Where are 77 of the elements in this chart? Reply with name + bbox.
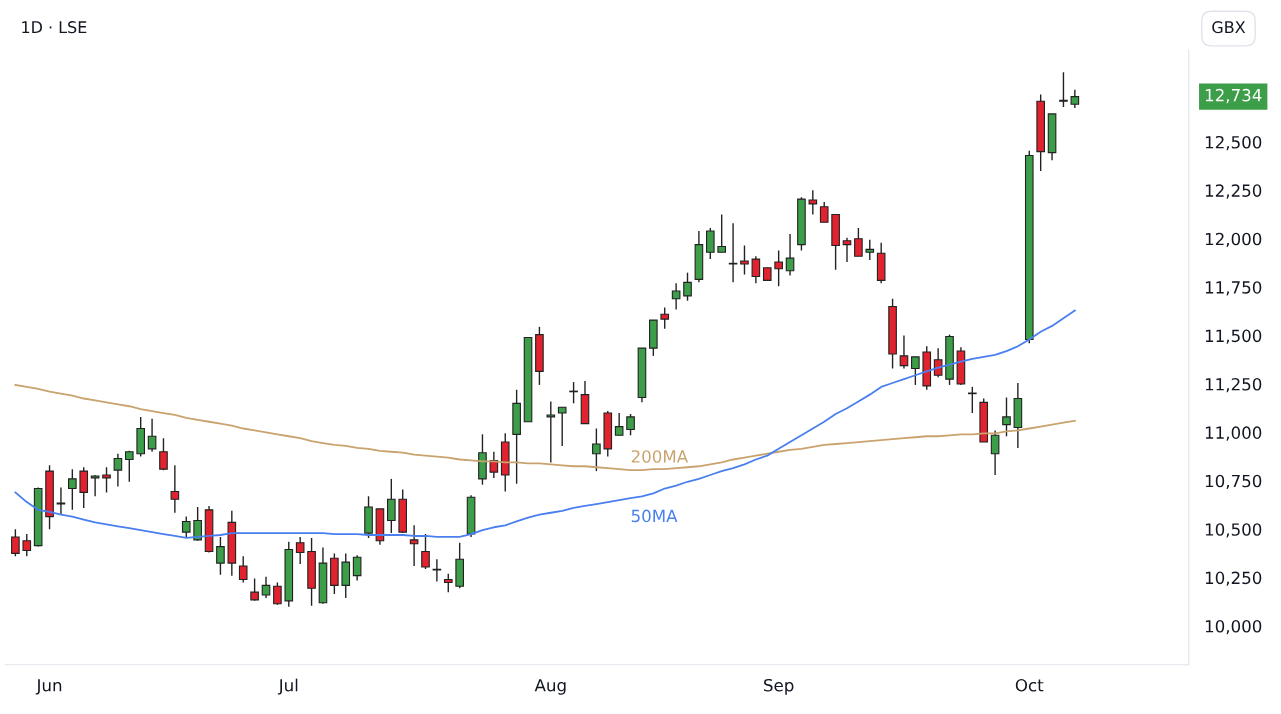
candlestick — [113, 452, 123, 488]
line-series — [14, 384, 1076, 472]
candlestick — [102, 466, 111, 494]
candlestick — [819, 201, 829, 223]
candlestick — [11, 528, 20, 557]
candlestick — [774, 249, 783, 287]
y-tick-label: 10,250 — [1205, 571, 1262, 586]
series-label: 200MA — [631, 450, 689, 463]
x-tick-label: Sep — [764, 678, 794, 695]
candlestick — [250, 577, 259, 602]
text: 12,734 — [1205, 88, 1262, 104]
candlestick — [899, 334, 909, 370]
y-tick-label: 12,250 — [1205, 184, 1262, 199]
line-series — [14, 309, 1076, 539]
text: GBX — [1212, 21, 1246, 34]
x-tick-label: Jul — [277, 678, 298, 695]
candlestick — [295, 536, 305, 565]
candlestick — [808, 189, 818, 216]
candlestick — [1059, 71, 1068, 108]
y-tick-label: 11,250 — [1205, 377, 1262, 393]
candlestick — [717, 213, 727, 254]
candlestick — [740, 244, 749, 276]
candlestick — [421, 533, 430, 570]
candlestick — [79, 466, 89, 509]
candlestick — [1070, 88, 1080, 109]
candlestick — [660, 306, 670, 330]
candlestick — [728, 222, 738, 284]
candlestick — [170, 464, 180, 514]
y-tick-label: 11,000 — [1205, 426, 1262, 441]
candlestick — [785, 233, 795, 277]
y-tick-label: 11,750 — [1205, 281, 1262, 296]
candlestick — [56, 486, 66, 516]
x-tick-label: Jun — [35, 679, 62, 695]
candlestick — [842, 237, 852, 263]
y-tick-label: 12,000 — [1205, 232, 1262, 248]
y-tick-label: 10,500 — [1205, 523, 1262, 538]
candlestick — [546, 400, 556, 464]
series-label: 50MA — [631, 509, 678, 523]
chart-title: 1D · LSE — [22, 21, 87, 34]
candlestick — [968, 386, 977, 414]
y-tick-label: 12,500 — [1205, 135, 1262, 151]
candlestick — [193, 506, 202, 542]
candlestick — [671, 282, 681, 311]
candlestick — [854, 227, 863, 257]
candlestick — [557, 406, 567, 447]
candlestick — [181, 515, 191, 538]
candlestick — [238, 555, 248, 584]
candlestick — [990, 429, 1000, 476]
candlestick — [159, 437, 168, 471]
candlestick — [432, 558, 442, 583]
y-tick-label: 10,750 — [1205, 474, 1262, 490]
candlestick — [626, 413, 635, 436]
candlestick — [352, 554, 362, 582]
candlestick — [911, 356, 920, 386]
candlestick — [216, 536, 225, 576]
candlestick — [22, 533, 32, 557]
candlestick — [68, 468, 77, 511]
candlestick — [1002, 396, 1011, 437]
candlestick — [614, 412, 624, 436]
candlestick — [341, 552, 351, 599]
x-tick-label: Oct — [1015, 678, 1044, 692]
candlestick — [865, 239, 875, 261]
candlestick — [387, 478, 396, 534]
candlestick — [569, 381, 578, 405]
candlestick — [124, 450, 134, 483]
x-tick-label: Aug — [534, 679, 566, 695]
candlestick — [683, 271, 692, 302]
candlestick — [751, 255, 761, 284]
candlestick — [261, 575, 271, 599]
candlestick — [705, 227, 715, 260]
y-tick-label: 10,000 — [1205, 619, 1262, 635]
candlestick — [489, 451, 499, 479]
candlestick — [409, 524, 419, 567]
candlestick — [273, 581, 282, 606]
y-tick-label: 11,500 — [1205, 329, 1262, 344]
candlestick — [592, 427, 601, 472]
candlestick — [443, 573, 453, 593]
